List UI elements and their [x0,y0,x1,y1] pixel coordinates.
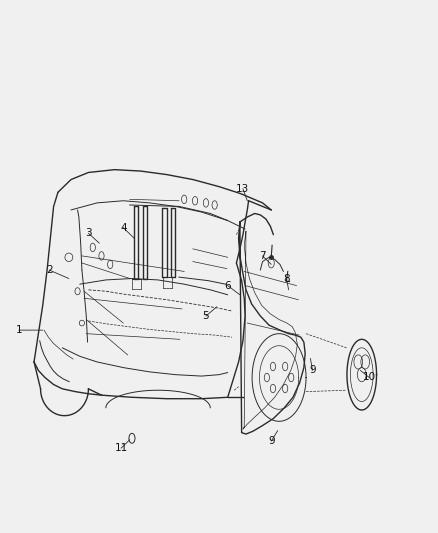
Text: 4: 4 [120,223,127,232]
Text: 9: 9 [309,366,316,375]
Text: 9: 9 [268,436,275,446]
Text: 6: 6 [224,280,231,290]
Text: 2: 2 [46,265,53,275]
Text: 7: 7 [259,251,266,261]
Text: 8: 8 [283,273,290,284]
Text: 5: 5 [203,311,209,321]
Text: 1: 1 [15,325,22,335]
Text: 3: 3 [85,228,92,238]
Text: 11: 11 [114,443,128,453]
Text: 13: 13 [237,184,250,193]
Text: 10: 10 [363,373,376,383]
